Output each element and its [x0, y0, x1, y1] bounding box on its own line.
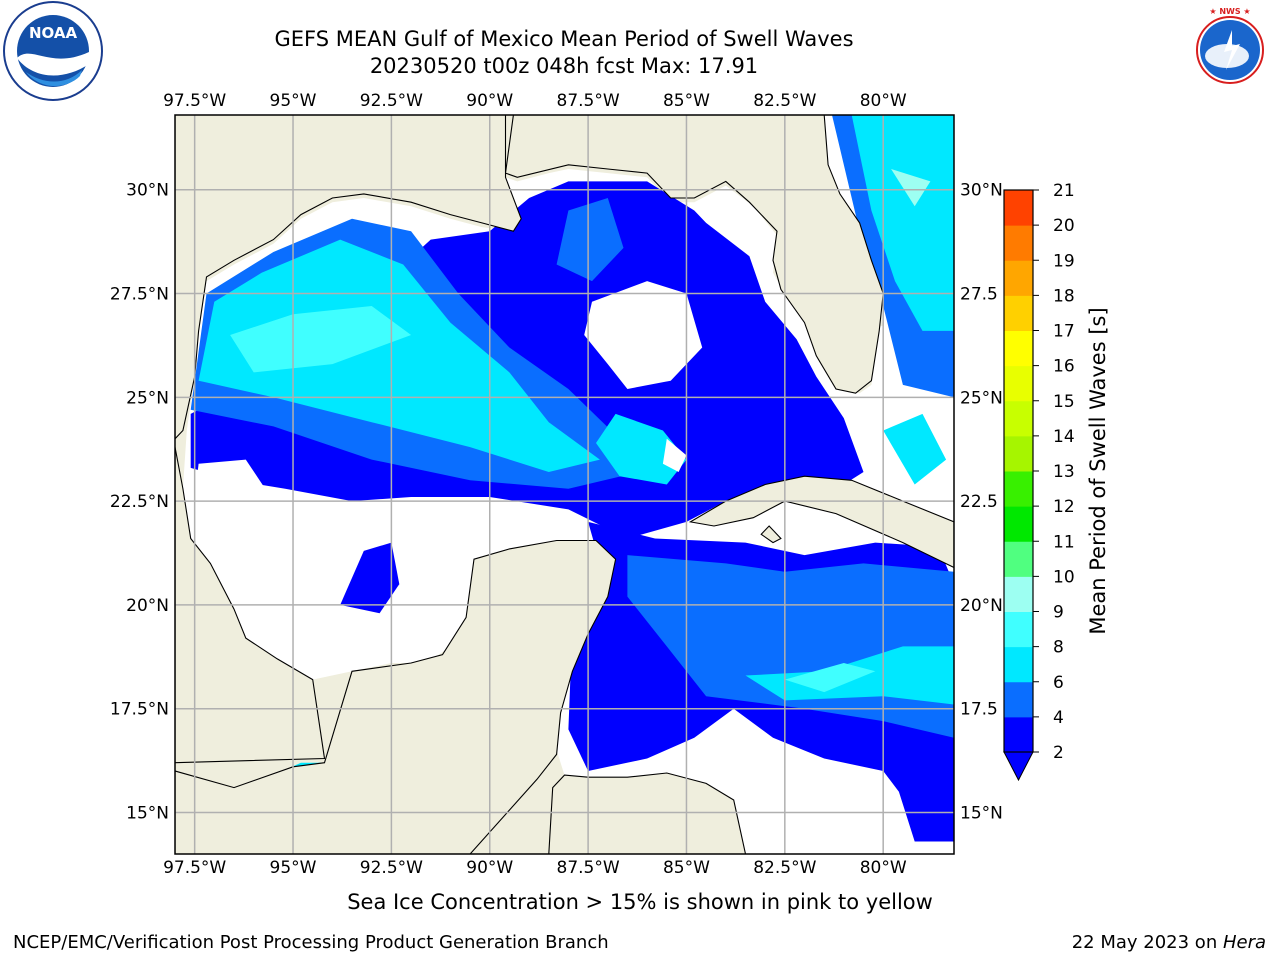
- coastline-5: [548, 772, 747, 854]
- colorbar-tick-label: 18: [1053, 286, 1075, 306]
- colorbar-tick-label: 17: [1053, 322, 1075, 342]
- no-data-patch-2: [662, 438, 687, 472]
- lat-tick-right: 22.5: [960, 492, 998, 512]
- coastline-2: [504, 115, 884, 394]
- swell-contour-13: [784, 663, 876, 693]
- lon-tick-bottom: 90°W: [466, 858, 513, 878]
- chart-subtitle: 20230520 t00z 048h fcst Max: 17.91: [369, 54, 759, 78]
- lat-tick-right: 25°N: [960, 388, 1003, 408]
- colorbar-tick-label: 6: [1053, 673, 1064, 693]
- lon-tick-bottom: 92.5°W: [360, 858, 423, 878]
- render-date: 22 May 2023 on Hera: [1071, 932, 1266, 953]
- swell-contour-7: [198, 239, 600, 472]
- swell-contour-1: [340, 542, 400, 614]
- colorbar-segment: [1004, 225, 1033, 261]
- colorbar-tick-label: 19: [1053, 251, 1075, 271]
- swell-contour-11: [883, 413, 947, 485]
- colorbar-tick-label: 8: [1053, 638, 1064, 658]
- swell-contour-14: [891, 169, 931, 207]
- lat-tick-right: 27.5: [960, 285, 998, 305]
- lat-tick-left: 22.5°N: [110, 492, 169, 512]
- coastline-1: [688, 475, 954, 569]
- colorbar-tick-label: 12: [1053, 497, 1075, 517]
- lon-tick-bottom: 97.5°W: [163, 858, 226, 878]
- lon-tick-top: 85°W: [663, 91, 710, 111]
- colorbar-segment: [1004, 716, 1033, 753]
- lon-tick-bottom: 95°W: [270, 858, 317, 878]
- colorbar-segment: [1004, 365, 1033, 402]
- colorbar-segment: [1004, 506, 1033, 542]
- lon-tick-top: 95°W: [270, 91, 317, 111]
- lat-tick-right: 30°N: [960, 181, 1003, 201]
- colorbar-tick-label: 2: [1053, 743, 1064, 763]
- noaa-logo: NOAA: [3, 1, 103, 101]
- coastline-3: [175, 115, 522, 440]
- colorbar-tick-label: 21: [1053, 181, 1075, 201]
- colorbar-tick-label: 4: [1053, 708, 1064, 728]
- lat-tick-left: 25°N: [126, 388, 169, 408]
- svg-text:★ NWS ★: ★ NWS ★: [1209, 7, 1250, 16]
- colorbar-tick-label: 13: [1053, 462, 1075, 482]
- lon-tick-top: 87.5°W: [557, 91, 620, 111]
- lat-tick-left: 17.5°N: [110, 700, 169, 720]
- colorbar-tick-label: 10: [1053, 567, 1075, 587]
- colorbar-segment: [1004, 435, 1033, 472]
- lat-tick-right: 17.5: [960, 700, 998, 720]
- lat-tick-left: 20°N: [126, 596, 169, 616]
- colorbar-segment: [1004, 260, 1033, 296]
- colorbar-tick-label: 16: [1053, 357, 1075, 377]
- chart-title: GEFS MEAN Gulf of Mexico Mean Period of …: [274, 27, 854, 51]
- colorbar-segment: [1004, 541, 1033, 577]
- swell-contour-4: [556, 198, 624, 282]
- colorbar-segment: [1004, 190, 1033, 226]
- lon-tick-top: 82.5°W: [753, 91, 816, 111]
- lon-tick-top: 92.5°W: [360, 91, 423, 111]
- lon-tick-top: 97.5°W: [163, 91, 226, 111]
- lat-tick-right: 15°N: [960, 803, 1003, 823]
- lon-tick-top: 80°W: [860, 91, 907, 111]
- colorbar-segment: [1004, 646, 1033, 683]
- colorbar-segment: [1004, 400, 1033, 437]
- colorbar-tick-label: 9: [1053, 603, 1064, 623]
- swell-contour-12: [230, 306, 412, 373]
- map-frame: [174, 114, 955, 855]
- colorbar-segment: [1004, 611, 1033, 648]
- lat-tick-left: 30°N: [126, 181, 169, 201]
- svg-text:NOAA: NOAA: [29, 24, 78, 42]
- lat-tick-right: 20°N: [960, 596, 1003, 616]
- colorbar-segment: [1004, 330, 1033, 367]
- colorbar-tick-label: 11: [1053, 532, 1075, 552]
- colorbar-segment: [1004, 295, 1033, 331]
- no-data-patch-1: [194, 459, 274, 514]
- swell-contour-10: [851, 115, 954, 331]
- colorbar-segment: [1004, 471, 1033, 507]
- colorbar-tick-label: 20: [1053, 216, 1075, 236]
- lon-tick-bottom: 85°W: [663, 858, 710, 878]
- lon-tick-top: 90°W: [466, 91, 513, 111]
- lon-tick-bottom: 87.5°W: [557, 858, 620, 878]
- sea-ice-note: Sea Ice Concentration > 15% is shown in …: [347, 890, 933, 914]
- coastline-6: [760, 525, 782, 544]
- coastline-4: [175, 446, 326, 764]
- producer-credit: NCEP/EMC/Verification Post Processing Pr…: [13, 932, 609, 953]
- coastline-0: [175, 539, 617, 854]
- colorbar-label: Mean Period of Swell Waves [s]: [1086, 307, 1110, 634]
- lat-tick-left: 27.5°N: [110, 285, 169, 305]
- colorbar-segment: [1004, 681, 1033, 718]
- colorbar-tick-label: 15: [1053, 392, 1075, 412]
- lat-tick-left: 15°N: [126, 803, 169, 823]
- swell-contour-8: [596, 413, 687, 485]
- no-data-patch-0: [584, 281, 703, 389]
- lon-tick-bottom: 80°W: [860, 858, 907, 878]
- colorbar-extend-arrow: [1003, 751, 1034, 782]
- lon-tick-bottom: 82.5°W: [753, 858, 816, 878]
- colorbar-tick-label: 14: [1053, 427, 1075, 447]
- nws-logo: ★ NWS ★: [1183, 3, 1277, 97]
- colorbar-segment: [1004, 576, 1033, 612]
